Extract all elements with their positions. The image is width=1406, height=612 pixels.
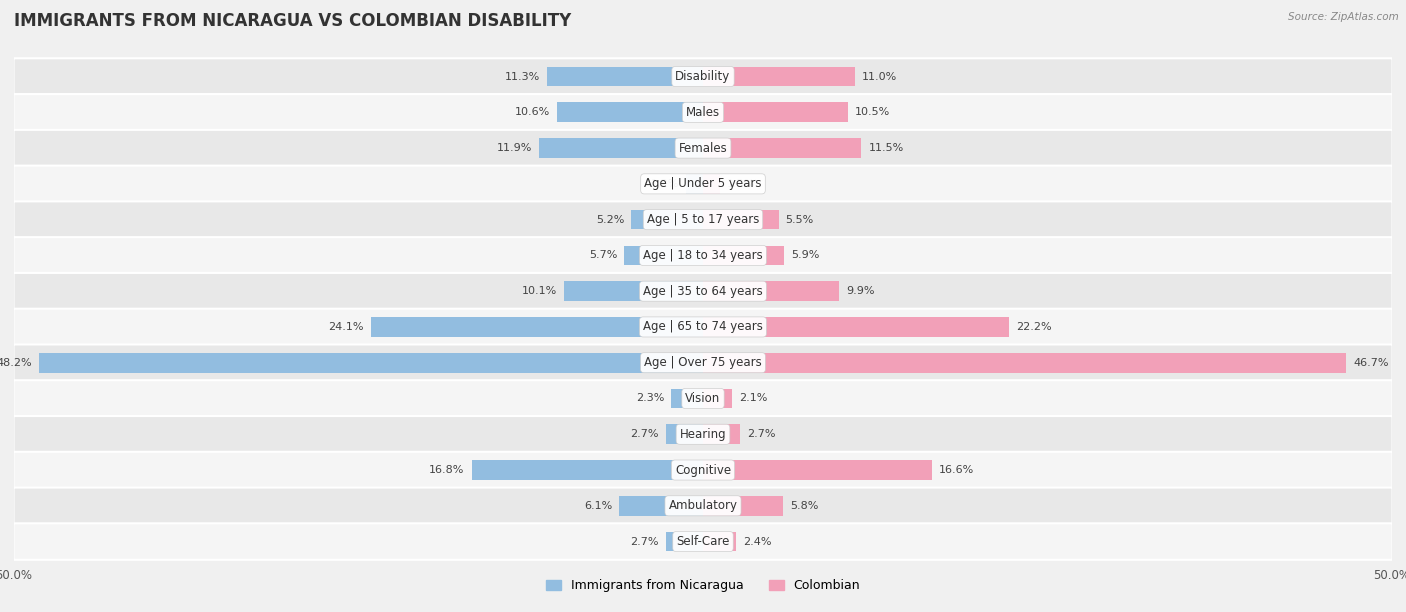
- Bar: [703, 389, 733, 408]
- Text: 5.9%: 5.9%: [792, 250, 820, 260]
- Text: Age | 65 to 74 years: Age | 65 to 74 years: [643, 321, 763, 334]
- Bar: [703, 532, 737, 551]
- Text: 11.3%: 11.3%: [505, 72, 540, 81]
- Text: 10.5%: 10.5%: [855, 107, 890, 118]
- Text: Age | 5 to 17 years: Age | 5 to 17 years: [647, 213, 759, 226]
- Bar: [557, 102, 703, 122]
- FancyBboxPatch shape: [14, 380, 1392, 417]
- Text: 16.8%: 16.8%: [429, 465, 464, 475]
- Bar: [371, 317, 703, 337]
- Text: 2.7%: 2.7%: [630, 537, 659, 547]
- FancyBboxPatch shape: [14, 94, 1392, 130]
- FancyBboxPatch shape: [14, 416, 1392, 452]
- Text: 10.6%: 10.6%: [515, 107, 550, 118]
- Bar: [703, 496, 783, 516]
- FancyBboxPatch shape: [14, 452, 1392, 488]
- Text: 16.6%: 16.6%: [939, 465, 974, 475]
- FancyBboxPatch shape: [14, 488, 1392, 524]
- FancyBboxPatch shape: [14, 308, 1392, 345]
- Bar: [666, 425, 703, 444]
- Bar: [631, 210, 703, 230]
- Text: Males: Males: [686, 106, 720, 119]
- Text: 1.2%: 1.2%: [651, 179, 679, 189]
- Legend: Immigrants from Nicaragua, Colombian: Immigrants from Nicaragua, Colombian: [541, 575, 865, 597]
- Bar: [703, 353, 1347, 373]
- FancyBboxPatch shape: [14, 166, 1392, 202]
- FancyBboxPatch shape: [14, 273, 1392, 310]
- FancyBboxPatch shape: [14, 237, 1392, 274]
- Text: Age | Under 5 years: Age | Under 5 years: [644, 177, 762, 190]
- Text: 11.9%: 11.9%: [496, 143, 531, 153]
- Text: Females: Females: [679, 141, 727, 155]
- Text: Ambulatory: Ambulatory: [668, 499, 738, 512]
- Bar: [703, 282, 839, 301]
- Text: Age | 18 to 34 years: Age | 18 to 34 years: [643, 249, 763, 262]
- Text: 24.1%: 24.1%: [329, 322, 364, 332]
- Text: 2.3%: 2.3%: [636, 394, 665, 403]
- Text: 9.9%: 9.9%: [846, 286, 875, 296]
- Bar: [619, 496, 703, 516]
- Bar: [703, 210, 779, 230]
- Text: 48.2%: 48.2%: [0, 358, 32, 368]
- Bar: [547, 67, 703, 86]
- Bar: [564, 282, 703, 301]
- Bar: [39, 353, 703, 373]
- Text: Age | 35 to 64 years: Age | 35 to 64 years: [643, 285, 763, 297]
- Text: 5.2%: 5.2%: [596, 215, 624, 225]
- Text: 22.2%: 22.2%: [1015, 322, 1052, 332]
- Text: Vision: Vision: [685, 392, 721, 405]
- FancyBboxPatch shape: [14, 58, 1392, 95]
- Bar: [666, 532, 703, 551]
- Bar: [686, 174, 703, 193]
- FancyBboxPatch shape: [14, 201, 1392, 238]
- Bar: [703, 102, 848, 122]
- Text: Source: ZipAtlas.com: Source: ZipAtlas.com: [1288, 12, 1399, 22]
- Text: 46.7%: 46.7%: [1354, 358, 1389, 368]
- Text: 1.2%: 1.2%: [727, 179, 755, 189]
- Text: 11.0%: 11.0%: [862, 72, 897, 81]
- Bar: [471, 460, 703, 480]
- Text: 5.7%: 5.7%: [589, 250, 617, 260]
- Text: 5.8%: 5.8%: [790, 501, 818, 511]
- Text: 2.7%: 2.7%: [630, 429, 659, 439]
- Text: Self-Care: Self-Care: [676, 535, 730, 548]
- Bar: [703, 460, 932, 480]
- Text: Disability: Disability: [675, 70, 731, 83]
- Bar: [703, 245, 785, 265]
- Text: Hearing: Hearing: [679, 428, 727, 441]
- Text: 5.5%: 5.5%: [786, 215, 814, 225]
- FancyBboxPatch shape: [14, 345, 1392, 381]
- Text: Age | Over 75 years: Age | Over 75 years: [644, 356, 762, 369]
- Text: IMMIGRANTS FROM NICARAGUA VS COLOMBIAN DISABILITY: IMMIGRANTS FROM NICARAGUA VS COLOMBIAN D…: [14, 12, 571, 30]
- Text: 11.5%: 11.5%: [869, 143, 904, 153]
- Text: 2.4%: 2.4%: [742, 537, 772, 547]
- FancyBboxPatch shape: [14, 130, 1392, 166]
- Bar: [703, 67, 855, 86]
- Text: 2.7%: 2.7%: [747, 429, 776, 439]
- FancyBboxPatch shape: [14, 523, 1392, 560]
- Bar: [703, 317, 1010, 337]
- Bar: [703, 174, 720, 193]
- Bar: [538, 138, 703, 158]
- Text: 2.1%: 2.1%: [738, 394, 768, 403]
- Bar: [703, 138, 862, 158]
- Bar: [671, 389, 703, 408]
- Text: 6.1%: 6.1%: [583, 501, 612, 511]
- Text: Cognitive: Cognitive: [675, 463, 731, 477]
- Text: 10.1%: 10.1%: [522, 286, 557, 296]
- Bar: [703, 425, 740, 444]
- Bar: [624, 245, 703, 265]
